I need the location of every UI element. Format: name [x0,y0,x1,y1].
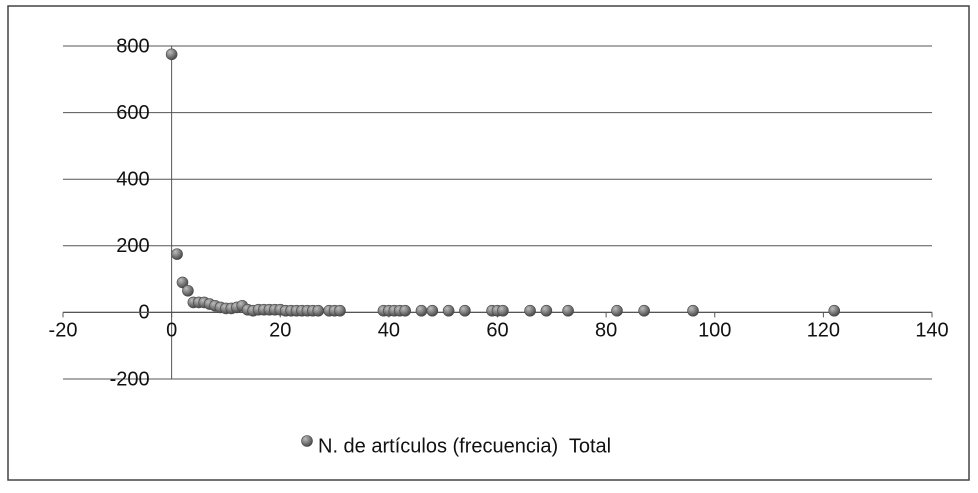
data-point [415,304,428,317]
data-point [524,304,536,317]
x-tick-label: 60 [486,320,508,342]
data-point [828,304,841,317]
x-tick-label: 80 [595,320,617,342]
data-point [611,304,623,317]
data-point [182,284,194,297]
y-tick-label: 400 [116,168,149,190]
data-point [426,304,439,317]
data-point [442,304,455,317]
data-point [165,48,178,61]
x-tick-label: 140 [915,320,948,342]
data-point [399,304,411,317]
chart-border [7,5,970,481]
data-point [176,276,189,289]
x-tick-label: 40 [378,320,400,342]
data-point [312,304,325,317]
y-tick-label: 600 [116,102,149,124]
x-tick-label: 100 [698,320,731,342]
x-tick-label: 20 [269,320,291,342]
data-point [334,304,346,317]
legend-marker [301,435,313,447]
data-point [171,248,183,260]
x-tick-label: 120 [807,320,840,342]
legend-label: N. de artículos (frecuencia) Total [318,435,611,457]
x-tick-label: -20 [49,320,78,342]
x-tick-label: 0 [166,320,177,342]
data-point [497,304,509,317]
y-tick-label: 200 [116,235,149,257]
y-tick-label: -200 [110,368,150,390]
data-point [638,304,650,317]
y-tick-label: 800 [116,35,149,57]
data-point [562,304,574,317]
data-point [540,304,553,317]
data-point [459,304,471,317]
data-point [687,304,699,317]
